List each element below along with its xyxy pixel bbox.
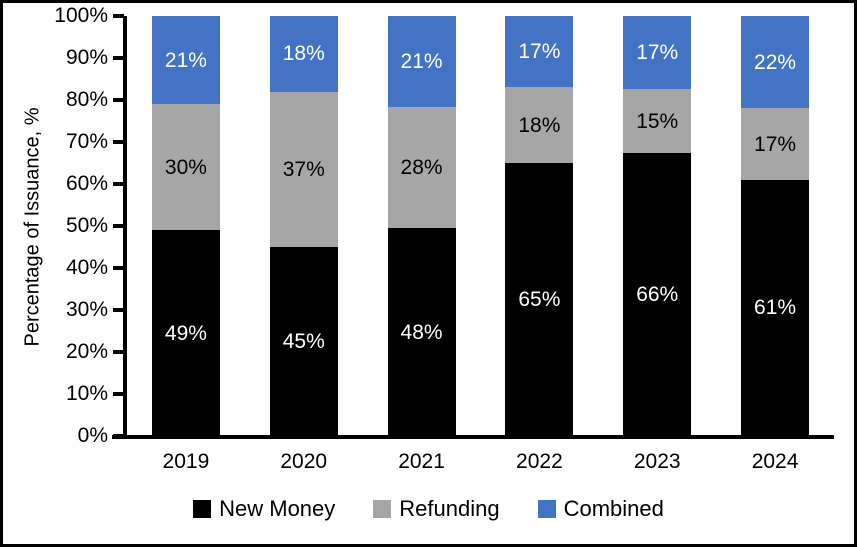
bar-data-label: 66%	[636, 283, 679, 307]
legend-swatch-icon	[373, 500, 392, 518]
bar-segment-new-money: 65%	[505, 163, 574, 436]
bar-data-label: 21%	[400, 49, 443, 73]
y-tick-mark	[113, 308, 124, 312]
bar-data-label: 22%	[754, 50, 797, 74]
x-tick-label: 2021	[398, 450, 445, 473]
bar-data-label: 28%	[400, 156, 443, 180]
y-tick-label: 20%	[65, 340, 108, 363]
y-tick-label: 100%	[54, 4, 108, 27]
bar-data-label: 49%	[164, 321, 207, 345]
bar-segment-new-money: 45%	[269, 247, 338, 436]
x-axis-line	[112, 435, 834, 439]
legend-item-refunding: Refunding	[373, 496, 500, 522]
bar-segment-new-money: 48%	[387, 228, 456, 436]
bar-2021: 21% 28% 48%	[387, 16, 456, 436]
bar-segment-combined: 18%	[269, 16, 338, 92]
bar-2023: 17% 15% 66%	[623, 16, 692, 436]
bar-segment-combined: 21%	[387, 16, 456, 107]
y-tick-mark	[113, 98, 124, 102]
y-tick-mark	[113, 182, 124, 186]
bar-segment-refunding: 15%	[623, 88, 692, 154]
bar-segment-new-money: 61%	[741, 179, 810, 436]
y-tick-label: 90%	[65, 46, 108, 69]
x-tick-label: 2019	[162, 450, 210, 473]
bar-data-label: 37%	[282, 157, 325, 181]
bars-container: 21% 30% 49% 18% 37% 45% 21% 28% 48% 17% 18% 65% 17% 1…	[127, 16, 834, 436]
y-tick-label: 40%	[65, 256, 108, 279]
bar-data-label: 48%	[400, 320, 443, 344]
bar-segment-new-money: 66%	[623, 153, 692, 436]
y-axis-line	[123, 16, 127, 438]
bar-2022: 17% 18% 65%	[505, 16, 574, 436]
bar-segment-combined: 21%	[151, 16, 220, 105]
bar-segment-new-money: 49%	[151, 230, 220, 436]
y-tick-label: 50%	[65, 214, 108, 237]
x-axis-labels: 2019 2020 2021 2022 2023 2024	[127, 450, 834, 474]
bar-segment-combined: 22%	[741, 16, 810, 109]
y-tick-label: 0%	[77, 424, 108, 447]
y-tick-label: 80%	[65, 88, 108, 111]
y-tick-mark	[113, 56, 124, 60]
x-tick-label: 2023	[633, 450, 681, 473]
legend-item-new-money: New Money	[193, 496, 335, 522]
bar-data-label: 15%	[636, 109, 679, 133]
bar-data-label: 17%	[636, 40, 679, 64]
y-tick-label: 30%	[65, 298, 108, 321]
bar-data-label: 45%	[282, 330, 325, 353]
bar-segment-refunding: 30%	[151, 104, 220, 231]
legend-label: Refunding	[399, 496, 500, 521]
bar-segment-combined: 17%	[505, 16, 574, 88]
x-tick-label: 2024	[751, 450, 799, 473]
bar-segment-refunding: 37%	[269, 91, 338, 247]
legend-label: New Money	[219, 496, 336, 521]
bar-2019: 21% 30% 49%	[151, 16, 220, 436]
y-tick-mark	[113, 350, 124, 354]
y-tick-mark	[113, 224, 124, 228]
bar-data-label: 61%	[754, 296, 797, 320]
bar-data-label: 65%	[518, 288, 561, 311]
y-tick-label: 10%	[65, 382, 108, 405]
bar-data-label: 30%	[164, 155, 207, 179]
y-tick-mark	[113, 266, 124, 270]
legend-item-combined: Combined	[537, 496, 664, 522]
bar-segment-refunding: 28%	[387, 106, 456, 229]
x-tick-label: 2022	[516, 450, 563, 473]
legend-label: Combined	[563, 496, 664, 521]
bar-2020: 18% 37% 45%	[269, 16, 338, 436]
y-tick-mark	[113, 392, 124, 396]
bar-segment-combined: 17%	[623, 16, 692, 89]
y-tick-label: 60%	[65, 172, 108, 195]
legend-swatch-icon	[193, 500, 212, 518]
bar-data-label: 17%	[518, 40, 561, 64]
y-tick-label: 70%	[65, 130, 108, 153]
bar-data-label: 18%	[518, 113, 561, 137]
bar-2024: 22% 17% 61%	[741, 16, 810, 436]
bar-data-label: 21%	[164, 48, 207, 72]
bar-segment-refunding: 18%	[505, 87, 574, 163]
bar-data-label: 17%	[754, 132, 797, 156]
bar-segment-refunding: 17%	[741, 108, 810, 180]
y-tick-mark	[113, 140, 124, 144]
legend-swatch-icon	[537, 500, 556, 518]
bar-data-label: 18%	[282, 42, 325, 66]
x-tick-label: 2020	[280, 450, 328, 473]
legend: New Money Refunding Combined	[3, 496, 854, 522]
y-tick-mark	[113, 14, 124, 18]
